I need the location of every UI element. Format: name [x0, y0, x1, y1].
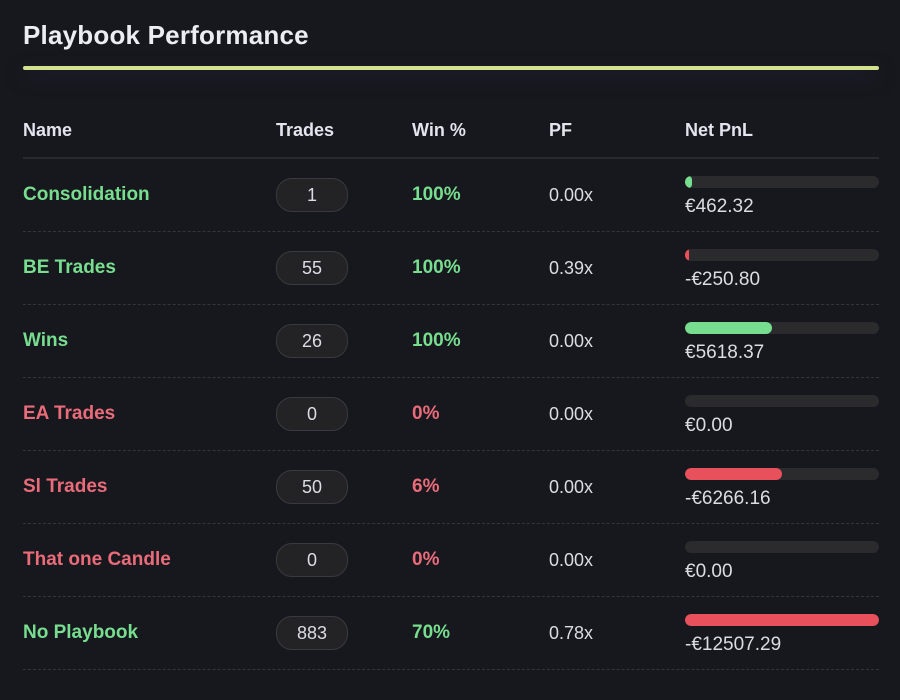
profit-factor: 0.00x [549, 476, 594, 497]
playbook-name[interactable]: That one Candle [23, 549, 171, 570]
pnl-bar-fill [685, 322, 773, 334]
profit-factor: 0.00x [549, 330, 594, 351]
table-row[interactable]: That one Candle 0 0% 0.00x €0.00 [23, 524, 879, 597]
profit-factor: 0.39x [549, 257, 594, 278]
header-name[interactable]: Name [23, 120, 73, 140]
header-trades[interactable]: Trades [276, 120, 335, 140]
net-pnl: -€12507.29 [685, 634, 782, 655]
header-pnl[interactable]: Net PnL [685, 120, 754, 140]
trades-count-badge: 883 [276, 616, 348, 650]
table-row[interactable]: No Playbook 883 70% 0.78x -€12507.29 [23, 597, 879, 670]
net-pnl: -€250.80 [685, 269, 761, 290]
trades-count-badge: 50 [276, 470, 348, 504]
net-pnl: €0.00 [685, 415, 733, 436]
table-row[interactable]: EA Trades 0 0% 0.00x €0.00 [23, 378, 879, 451]
title-underline [23, 66, 879, 70]
pnl-bar-fill [685, 614, 879, 626]
playbook-name[interactable]: Wins [23, 330, 69, 351]
profit-factor: 0.00x [549, 184, 594, 205]
pnl-bar [685, 541, 879, 553]
pnl-bar-fill [685, 249, 689, 261]
page-title: Playbook Performance [23, 20, 309, 50]
win-rate: 100% [412, 330, 461, 351]
playbook-name[interactable]: EA Trades [23, 403, 116, 424]
win-rate: 0% [412, 549, 440, 570]
net-pnl: €0.00 [685, 561, 733, 582]
net-pnl: €5618.37 [685, 342, 765, 363]
pnl-bar [685, 468, 879, 480]
table-row[interactable]: Wins 26 100% 0.00x €5618.37 [23, 305, 879, 378]
pnl-bar-fill [685, 468, 783, 480]
pnl-bar [685, 176, 879, 188]
table-row[interactable]: BE Trades 55 100% 0.39x -€250.80 [23, 232, 879, 305]
win-rate: 6% [412, 476, 440, 497]
playbook-name[interactable]: BE Trades [23, 257, 116, 278]
header-pf[interactable]: PF [549, 120, 573, 140]
profit-factor: 0.00x [549, 403, 594, 424]
playbook-name[interactable]: Consolidation [23, 184, 150, 205]
playbook-name[interactable]: No Playbook [23, 622, 139, 643]
pnl-bar [685, 395, 879, 407]
table-row[interactable]: Consolidation 1 100% 0.00x €462.32 [23, 159, 879, 232]
trades-count-badge: 0 [276, 397, 348, 431]
profit-factor: 0.78x [549, 622, 594, 643]
trades-count-badge: 1 [276, 178, 348, 212]
net-pnl: €462.32 [685, 196, 754, 217]
trades-count-badge: 0 [276, 543, 348, 577]
trades-count-badge: 26 [276, 324, 348, 358]
win-rate: 100% [412, 184, 461, 205]
header-win[interactable]: Win % [412, 120, 466, 140]
profit-factor: 0.00x [549, 549, 594, 570]
pnl-bar [685, 249, 879, 261]
pnl-bar [685, 322, 879, 334]
net-pnl: -€6266.16 [685, 488, 771, 509]
trades-count-badge: 55 [276, 251, 348, 285]
playbook-table: Name Trades Win % PF Net PnL Consolidati… [23, 104, 879, 670]
win-rate: 100% [412, 257, 461, 278]
table-header: Name Trades Win % PF Net PnL [23, 104, 879, 159]
table-row[interactable]: Sl Trades 50 6% 0.00x -€6266.16 [23, 451, 879, 524]
playbook-name[interactable]: Sl Trades [23, 476, 108, 497]
pnl-bar [685, 614, 879, 626]
win-rate: 0% [412, 403, 440, 424]
pnl-bar-fill [685, 176, 693, 188]
win-rate: 70% [412, 622, 451, 643]
